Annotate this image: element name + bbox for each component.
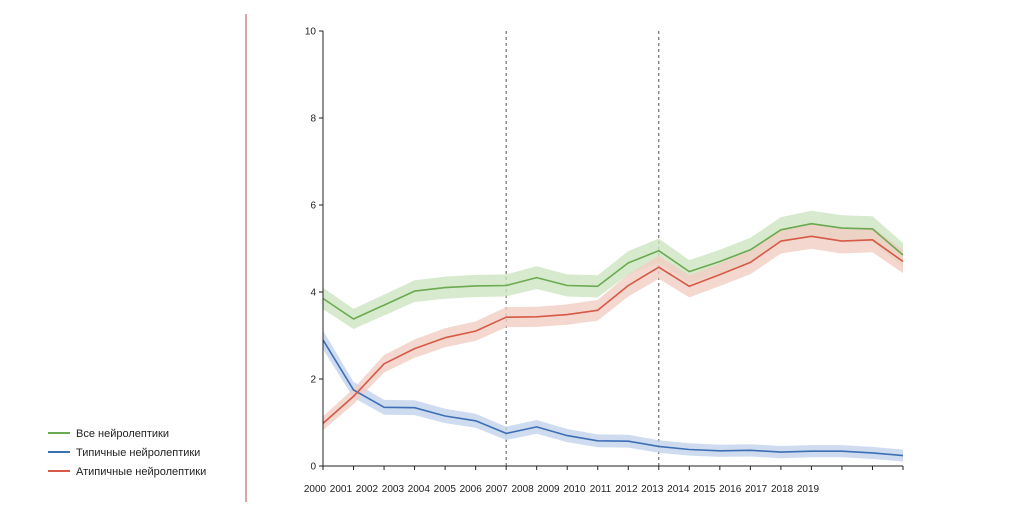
x-tick-label-7: 2007 [485,484,508,495]
x-tick-label-19: 2019 [797,484,820,495]
x-tick-label-15: 2015 [693,484,716,495]
x-tick-label-16: 2016 [719,484,742,495]
x-tick-label-2: 2002 [356,484,379,495]
y-tick-label-3: 6 [310,201,316,212]
x-tick-label-18: 2018 [771,484,794,495]
confidence-bands [323,210,903,462]
legend-label-2: Атипичные нейролептики [76,466,206,478]
y-tick-label-5: 10 [305,27,317,38]
series-line-0 [322,222,904,320]
x-tick-label-8: 2008 [511,484,534,495]
series-band-2 [323,223,903,431]
x-tick-label-13: 2013 [641,484,664,495]
series-lines [322,222,904,457]
x-tick-label-11: 2011 [590,484,612,495]
x-tick-label-14: 2014 [667,484,690,495]
x-tick-label-17: 2017 [745,484,768,495]
y-tick-label-1: 2 [310,375,316,386]
y-tick-label-2: 4 [310,288,316,299]
x-tick-label-3: 2003 [382,484,405,495]
x-tick-label-12: 2012 [615,484,638,495]
series-band-1 [323,330,903,462]
series-line-1 [322,339,904,457]
x-tick-label-4: 2004 [408,484,431,495]
series-line-2 [322,235,904,424]
y-tick-label-4: 8 [310,114,316,125]
x-tick-label-9: 2009 [537,484,560,495]
x-tick-label-5: 2005 [434,484,457,495]
series-band-0 [323,210,903,329]
legend-label-1: Типичные нейролептики [76,447,200,459]
x-tick-label-1: 2001 [330,484,353,495]
legend: Все нейролептики Типичные нейролептики Ати… [48,428,206,478]
legend-label-0: Все нейролептики [76,428,169,440]
x-tick-label-6: 2006 [460,484,483,495]
x-tick-label-0: 2000 [304,484,327,495]
y-tick-label-0: 0 [310,462,316,473]
x-tick-label-10: 2010 [563,484,586,495]
